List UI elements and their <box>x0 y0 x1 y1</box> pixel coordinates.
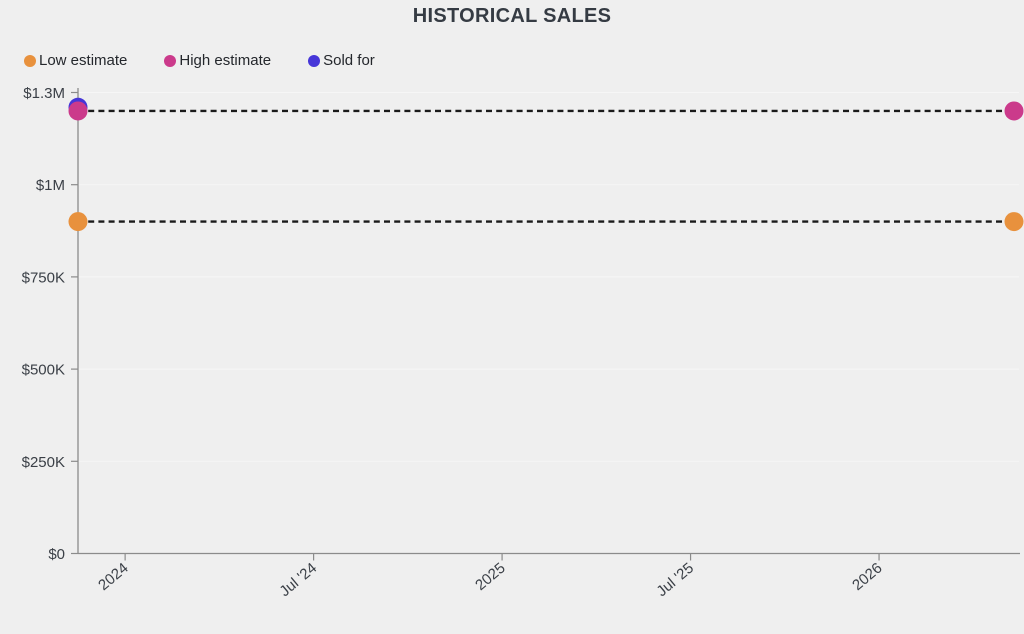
y-axis-label: $0 <box>48 546 65 563</box>
point-low-estimate[interactable] <box>1004 212 1024 232</box>
x-axis-label: Jul '24 <box>276 560 320 601</box>
legend-label: Low estimate <box>39 52 128 69</box>
y-axis-label: $250K <box>22 454 65 471</box>
chart-legend: Low estimate High estimate Sold for <box>24 52 375 69</box>
x-axis-label: 2026 <box>849 560 885 594</box>
legend-label: Sold for <box>323 52 375 69</box>
x-axis-label: Jul '25 <box>653 560 697 601</box>
y-axis-label: $500K <box>22 362 65 379</box>
chart-title: HISTORICAL SALES <box>412 5 612 27</box>
point-low-estimate[interactable] <box>68 212 88 232</box>
x-axis-label: 2025 <box>472 560 508 594</box>
y-axis-label: $1.3M <box>23 85 65 102</box>
legend-item-low-estimate[interactable]: Low estimate <box>24 52 127 69</box>
low-estimate-marker-icon <box>24 54 36 67</box>
legend-item-sold-for[interactable]: Sold for <box>308 52 375 69</box>
high-estimate-marker-icon <box>164 54 177 67</box>
y-axis-label: $750K <box>22 269 65 286</box>
legend-label: High estimate <box>179 52 272 69</box>
x-axis-label: 2024 <box>95 560 131 594</box>
legend-item-high-estimate[interactable]: High estimate <box>164 52 271 69</box>
point-high-estimate[interactable] <box>68 101 88 121</box>
point-high-estimate[interactable] <box>1004 101 1024 121</box>
sold-for-marker-icon <box>308 54 321 67</box>
y-axis-label: $1M <box>36 177 65 194</box>
